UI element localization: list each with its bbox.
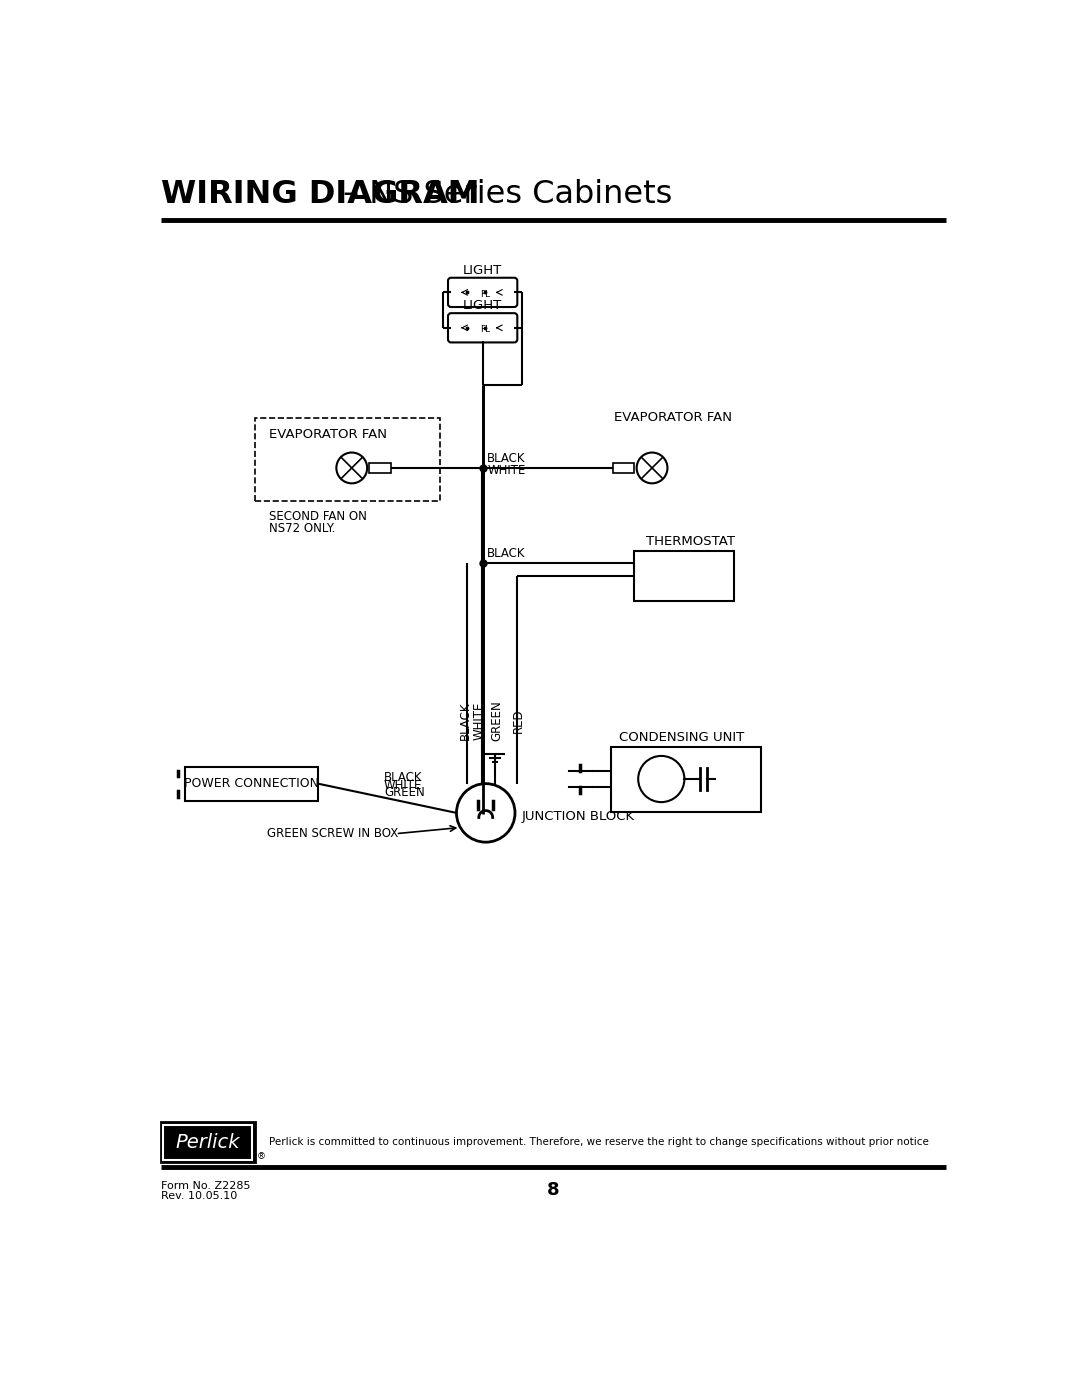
Text: BLACK: BLACK xyxy=(384,771,422,784)
Text: EVAPORATOR FAN: EVAPORATOR FAN xyxy=(269,429,387,441)
Text: BLACK: BLACK xyxy=(487,548,526,560)
Bar xyxy=(611,746,761,812)
Text: RED: RED xyxy=(512,708,525,733)
FancyBboxPatch shape xyxy=(448,278,517,307)
Text: Form No. Z2285: Form No. Z2285 xyxy=(161,1180,251,1190)
Text: LIGHT: LIGHT xyxy=(463,299,502,313)
Text: GREEN SCREW IN BOX: GREEN SCREW IN BOX xyxy=(267,827,399,840)
Text: WHITE: WHITE xyxy=(473,701,486,739)
Bar xyxy=(163,1125,253,1160)
Text: POWER CONNECTION: POWER CONNECTION xyxy=(185,777,320,791)
Bar xyxy=(612,464,634,472)
Bar xyxy=(634,550,734,601)
Text: 8: 8 xyxy=(548,1182,559,1199)
Text: FL: FL xyxy=(480,326,490,334)
Text: WHITE: WHITE xyxy=(487,464,526,476)
Text: JUNCTION BLOCK: JUNCTION BLOCK xyxy=(522,810,634,823)
Bar xyxy=(369,464,391,472)
Text: CONDENSING UNIT: CONDENSING UNIT xyxy=(619,731,744,745)
Text: Rev. 10.05.10: Rev. 10.05.10 xyxy=(161,1192,237,1201)
Text: SECOND FAN ON: SECOND FAN ON xyxy=(269,510,366,522)
Text: GREEN: GREEN xyxy=(490,700,503,740)
Bar xyxy=(186,767,318,800)
Text: WIRING DIAGRAM: WIRING DIAGRAM xyxy=(161,179,480,210)
Text: LIGHT: LIGHT xyxy=(463,264,502,277)
Text: THERMOSTAT: THERMOSTAT xyxy=(646,535,734,548)
Text: FL: FL xyxy=(480,291,490,299)
FancyBboxPatch shape xyxy=(448,313,517,342)
Bar xyxy=(161,1122,255,1162)
Text: WHITE: WHITE xyxy=(384,778,422,792)
Text: GREEN: GREEN xyxy=(384,787,424,799)
Text: BLACK: BLACK xyxy=(487,453,526,465)
Text: ®: ® xyxy=(256,1151,266,1161)
Text: Perlick is committed to continuous improvement. Therefore, we reserve the right : Perlick is committed to continuous impro… xyxy=(269,1137,929,1147)
Text: NS72 ONLY.: NS72 ONLY. xyxy=(269,522,335,535)
Text: Perlick: Perlick xyxy=(176,1133,240,1153)
Bar xyxy=(255,418,440,502)
Text: BLACK: BLACK xyxy=(458,701,472,740)
Text: EVAPORATOR FAN: EVAPORATOR FAN xyxy=(613,411,731,425)
Text: – NS Series Cabinets: – NS Series Cabinets xyxy=(333,179,672,210)
